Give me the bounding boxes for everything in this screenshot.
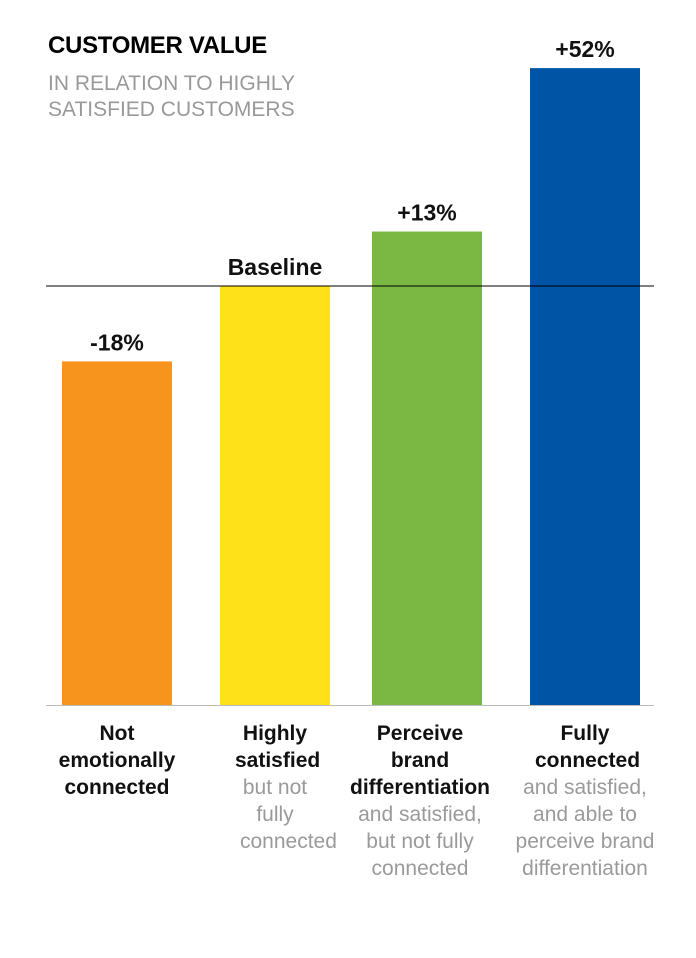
bar-0 [62,361,172,705]
category-main: Not emotionally connected [58,722,176,799]
category-label-3: Fully connected and satisfied, and able … [500,720,670,882]
category-main: Fully connected [535,722,641,772]
data-label-1: Baseline [228,254,323,280]
chart-title: CUSTOMER VALUE [48,32,267,59]
chart-subtitle: IN RELATION TO HIGHLY SATISFIED CUSTOMER… [48,72,295,121]
data-label-3: +52% [555,36,614,62]
category-sub: and satisfied, and able to perceive bran… [515,776,655,880]
category-label-2: Perceive brand differentiation and satis… [335,720,505,882]
category-sub: but not fully connected [240,776,337,853]
bar-3 [530,68,640,706]
category-label-0: Not emotionally connected [32,720,202,801]
category-main: Highly satisfied [235,722,321,772]
data-label-0: -18% [90,329,144,355]
data-label-2: +13% [397,200,456,226]
category-main: Perceive brand differentiation [350,722,490,799]
bar-2 [372,231,482,705]
category-label-1: Highly satisfied but not fully connected [190,720,360,855]
category-sub: and satisfied, but not fully connected [358,803,482,880]
bar-1 [220,286,330,705]
